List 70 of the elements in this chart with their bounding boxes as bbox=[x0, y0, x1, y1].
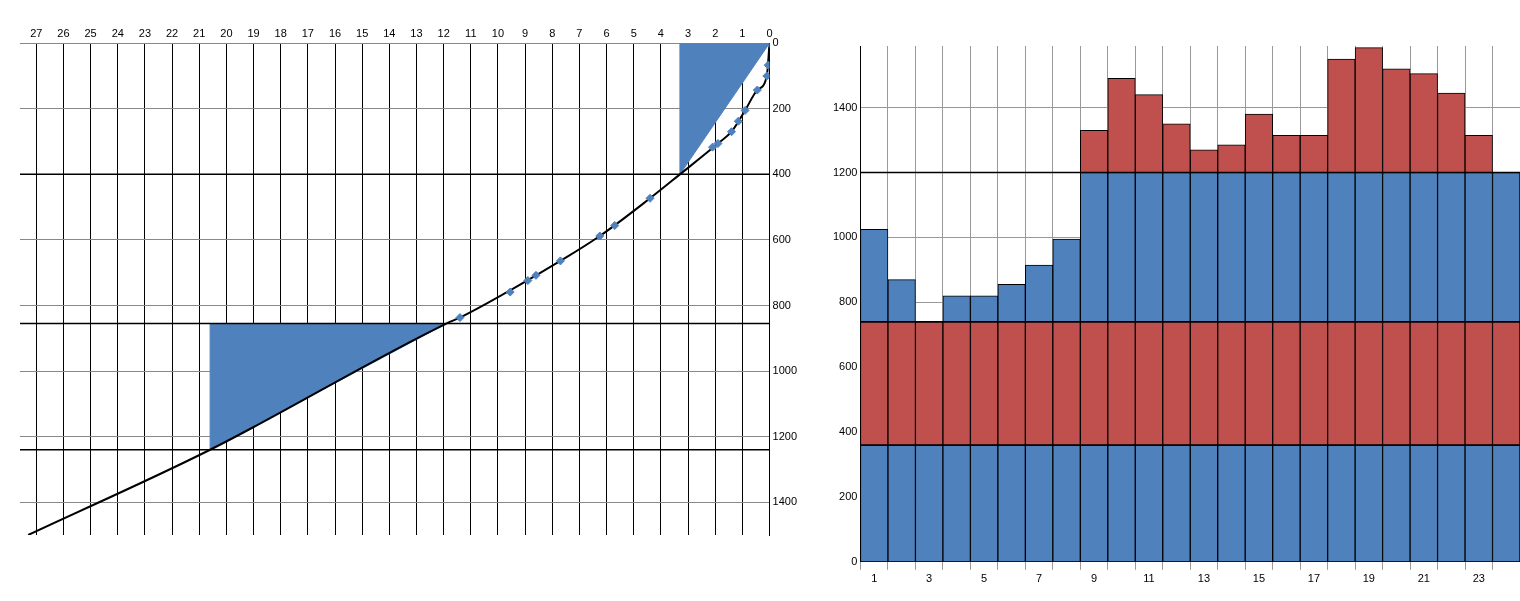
x-tick-label: 6 bbox=[603, 26, 610, 39]
x-tick-label: 13 bbox=[1197, 572, 1211, 585]
x-tick-label: 9 bbox=[522, 26, 529, 39]
x-tick-label: 15 bbox=[1252, 572, 1266, 585]
x-tick-label: 23 bbox=[138, 26, 152, 39]
x-tick-label: 8 bbox=[549, 26, 556, 39]
x-tick-label: 20 bbox=[220, 26, 233, 39]
x-tick-label: 5 bbox=[630, 26, 637, 39]
point bbox=[455, 313, 465, 323]
point bbox=[733, 116, 743, 126]
x-tick-label: 7 bbox=[576, 26, 583, 39]
y-tick-label: 600 bbox=[839, 360, 858, 373]
point bbox=[727, 127, 737, 137]
point bbox=[713, 139, 723, 149]
x-tick-label: 3 bbox=[685, 26, 692, 39]
x-tick-label: 12 bbox=[437, 26, 450, 39]
x-tick-label: 15 bbox=[356, 26, 369, 39]
x-tick-label: 5 bbox=[981, 572, 988, 585]
x-tick-label: 25 bbox=[84, 26, 97, 39]
x-tick-label: 11 bbox=[1143, 572, 1155, 585]
x-tick-label: 2 bbox=[712, 26, 719, 39]
x-tick-label: 9 bbox=[1090, 572, 1098, 585]
y-tick-label: 400 bbox=[839, 425, 858, 438]
point bbox=[505, 287, 515, 297]
point bbox=[740, 105, 750, 115]
x-tick-label: 1 bbox=[739, 26, 746, 39]
point bbox=[752, 85, 762, 95]
y-tick-label: 200 bbox=[839, 489, 858, 502]
point bbox=[595, 231, 605, 241]
x-tick-label: 24 bbox=[111, 26, 124, 39]
x-tick-label: 18 bbox=[274, 26, 287, 39]
x-tick-label: 4 bbox=[657, 26, 664, 39]
point bbox=[523, 276, 533, 286]
y-tick-label: 1400 bbox=[832, 100, 858, 113]
y-tick-label: 200 bbox=[772, 101, 791, 114]
x-tick-label: 1 bbox=[871, 572, 878, 585]
y-tick-label: 1200 bbox=[772, 429, 798, 442]
x-tick-label: 7 bbox=[1036, 572, 1043, 585]
y-tick-label: 600 bbox=[772, 232, 791, 245]
point bbox=[555, 256, 565, 266]
x-tick-label: 19 bbox=[1362, 572, 1375, 585]
y-tick-label: 1000 bbox=[832, 230, 858, 243]
x-tick-label: 3 bbox=[926, 572, 933, 585]
y-tick-label: 0 bbox=[772, 36, 779, 49]
x-tick-label: 27 bbox=[30, 26, 43, 39]
x-tick-label: 10 bbox=[491, 26, 505, 39]
x-tick-label: 23 bbox=[1472, 572, 1485, 585]
y-tick-label: 400 bbox=[772, 167, 791, 180]
x-tick-label: 14 bbox=[383, 26, 396, 39]
x-tick-label: 26 bbox=[57, 26, 70, 39]
x-tick-label: 22 bbox=[165, 26, 179, 39]
y-tick-label: 800 bbox=[772, 298, 791, 311]
point bbox=[708, 142, 717, 152]
x-tick-label: 11 bbox=[465, 26, 477, 39]
y-tick-label: 1000 bbox=[772, 364, 798, 377]
x-tick-label: 21 bbox=[1417, 572, 1430, 585]
x-tick-label: 17 bbox=[1307, 572, 1321, 585]
y-tick-label: 0 bbox=[851, 554, 858, 567]
x-tick-label: 21 bbox=[193, 26, 206, 39]
x-tick-label: 16 bbox=[328, 26, 342, 39]
point bbox=[531, 270, 541, 280]
x-tick-label: 17 bbox=[301, 26, 314, 39]
point bbox=[610, 220, 620, 230]
y-tick-label: 1200 bbox=[832, 165, 858, 178]
y-tick-label: 1400 bbox=[772, 495, 798, 508]
x-tick-label: 13 bbox=[410, 26, 423, 39]
y-tick-label: 800 bbox=[839, 295, 858, 308]
point bbox=[645, 193, 655, 203]
x-tick-label: 19 bbox=[247, 26, 260, 39]
point bbox=[762, 71, 770, 81]
